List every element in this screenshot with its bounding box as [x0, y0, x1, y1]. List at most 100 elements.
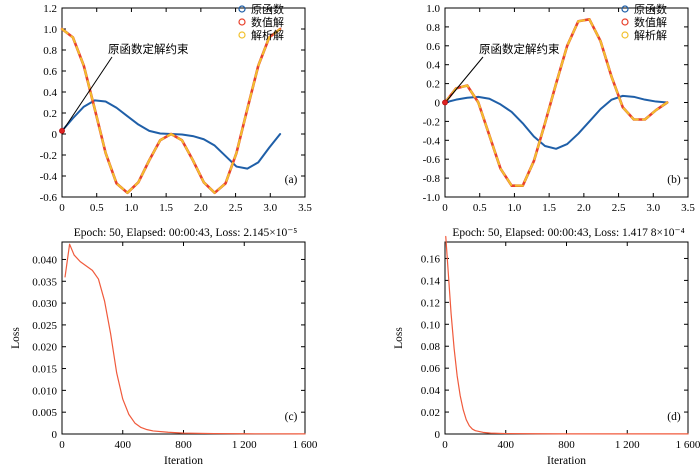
y-tick-label: 0.02 [421, 407, 440, 419]
y-tick-label: 1.0 [43, 24, 57, 36]
x-tick-label: 1.0 [125, 202, 139, 214]
series-line-loss [64, 243, 306, 435]
y-tick-label: -1.0 [423, 192, 441, 204]
axes-frame [61, 7, 306, 198]
panel-label: (a) [285, 174, 298, 186]
y-tick-label: 0.015 [32, 364, 57, 376]
x-tick-label: 400 [498, 439, 515, 451]
y-tick-label: 0.06 [421, 363, 441, 375]
y-tick-label: -0.2 [423, 116, 440, 128]
x-tick-label: 0 [442, 202, 448, 214]
x-tick-label: 0.5 [90, 202, 104, 214]
legend-entry: 数值解 [634, 15, 667, 29]
annotation-point [442, 99, 448, 106]
y-tick-label: 0.4 [426, 60, 440, 72]
y-axis-label: Loss [393, 327, 405, 349]
y-tick-label: 0 [435, 429, 441, 441]
y-tick-label: 0.4 [43, 87, 57, 99]
y-tick-label: 0.14 [421, 275, 441, 287]
y-tick-label: 1.2 [43, 3, 57, 15]
chart-title: Epoch: 50, Elapsed: 00:00:43, Loss: 1.41… [452, 227, 684, 239]
x-tick-label: 2.5 [612, 202, 626, 214]
y-tick-label: 0.010 [32, 385, 57, 397]
x-tick-label: 800 [558, 439, 575, 451]
y-tick-label: -0.4 [40, 171, 58, 183]
series-line-2 [61, 28, 282, 194]
y-tick-label: 0 [52, 429, 58, 441]
legend-entry: 原函数 [251, 3, 284, 16]
x-tick-label: 2.0 [577, 202, 591, 214]
y-tick-label: 0.035 [32, 276, 57, 288]
x-tick-label: 800 [175, 439, 192, 451]
x-tick-label: 3.5 [681, 202, 695, 214]
x-tick-label: 2.0 [194, 202, 208, 214]
x-tick-label: 0.5 [473, 202, 487, 214]
panel-a: 0 0.5 1.0 1.5 2.0 2.5 3.0 3.5 -0.6 -0.4 -0.2 0 0.2 0.… [40, 3, 313, 214]
y-tick-label: 0.020 [32, 342, 57, 354]
series-line-2 [444, 18, 669, 187]
x-tick-label: 1.0 [508, 202, 522, 214]
x-axis-label: Iteration [164, 455, 203, 467]
legend-entry: 原函数 [634, 3, 667, 16]
y-tick-label: 0.8 [43, 45, 57, 57]
legend-marker [621, 18, 629, 26]
x-tick-label: 1.5 [542, 202, 556, 214]
y-tick-label: 0.6 [43, 66, 57, 78]
x-axis-label: Iteration [547, 455, 586, 467]
legend-marker [238, 31, 246, 39]
x-tick-label: 1.5 [159, 202, 173, 214]
x-tick-label: 0 [59, 439, 65, 451]
y-tick-label: -0.2 [40, 150, 57, 162]
y-tick-label: 0.040 [32, 254, 57, 266]
x-tick-label: 3.0 [646, 202, 660, 214]
annotation-text: 原函数定解约束 [108, 42, 189, 56]
x-tick-label: 3.5 [298, 202, 312, 214]
y-axis-label: Loss [10, 327, 22, 349]
y-tick-label: -0.4 [423, 135, 441, 147]
panel-label: (b) [667, 174, 681, 186]
legend-entry: 解析解 [251, 28, 284, 42]
x-tick-label: 1 200 [232, 439, 257, 451]
legend-marker [621, 31, 629, 39]
x-tick-label: 400 [115, 439, 132, 451]
legend-marker [238, 5, 246, 13]
annotation-arrow [446, 56, 484, 101]
axes-frame [61, 241, 306, 435]
y-tick-label: 0.6 [426, 41, 440, 53]
annotation-point [59, 127, 65, 134]
chart-title: Epoch: 50, Elapsed: 00:00:43, Loss: 2.14… [74, 227, 298, 239]
y-tick-label: 0.005 [32, 407, 57, 419]
y-tick-label: 0.10 [421, 319, 441, 331]
y-tick-label: 0.04 [421, 385, 441, 397]
y-tick-label: -0.8 [423, 173, 441, 185]
series-line-loss [445, 235, 689, 435]
y-tick-label: 1.0 [426, 3, 440, 15]
y-tick-label: 0.8 [426, 22, 440, 34]
y-tick-label: -0.6 [40, 192, 58, 204]
x-tick-label: 1 200 [615, 439, 640, 451]
y-tick-label: 0.025 [32, 320, 57, 332]
panel-c: 0 400 800 1 200 1 600 0 0.005 0.010 0.015 0.020 0.… [10, 227, 318, 467]
x-tick-label: 1 600 [293, 439, 318, 451]
legend-marker [238, 18, 246, 26]
y-tick-label: 0.16 [421, 253, 441, 265]
panel-d: 0 400 800 1 200 1 600 0 0.02 0.04 0.06 0.08 0.10 0.… [393, 227, 700, 467]
x-tick-label: 1 600 [676, 439, 700, 451]
y-tick-label: 0.12 [421, 297, 440, 309]
legend-marker [621, 5, 629, 13]
y-tick-label: 0 [52, 129, 58, 141]
series-line-0 [444, 94, 669, 150]
annotation-text: 原函数定解约束 [479, 42, 560, 56]
y-tick-label: 0.08 [421, 341, 441, 353]
legend-entry: 解析解 [634, 28, 667, 42]
x-tick-label: 3.0 [263, 202, 277, 214]
y-tick-label: 0.2 [426, 79, 440, 91]
y-tick-label: 0 [435, 98, 441, 110]
annotation-arrow [63, 56, 113, 130]
panel-b: 0 0.5 1.0 1.5 2.0 2.5 3.0 3.5 -1.0 -0.8 -0.6 -0.4 -0… [423, 3, 696, 214]
y-tick-label: 0.030 [32, 298, 57, 310]
x-tick-label: 0 [442, 439, 448, 451]
x-tick-label: 2.5 [229, 202, 243, 214]
y-tick-label: -0.6 [423, 154, 441, 166]
